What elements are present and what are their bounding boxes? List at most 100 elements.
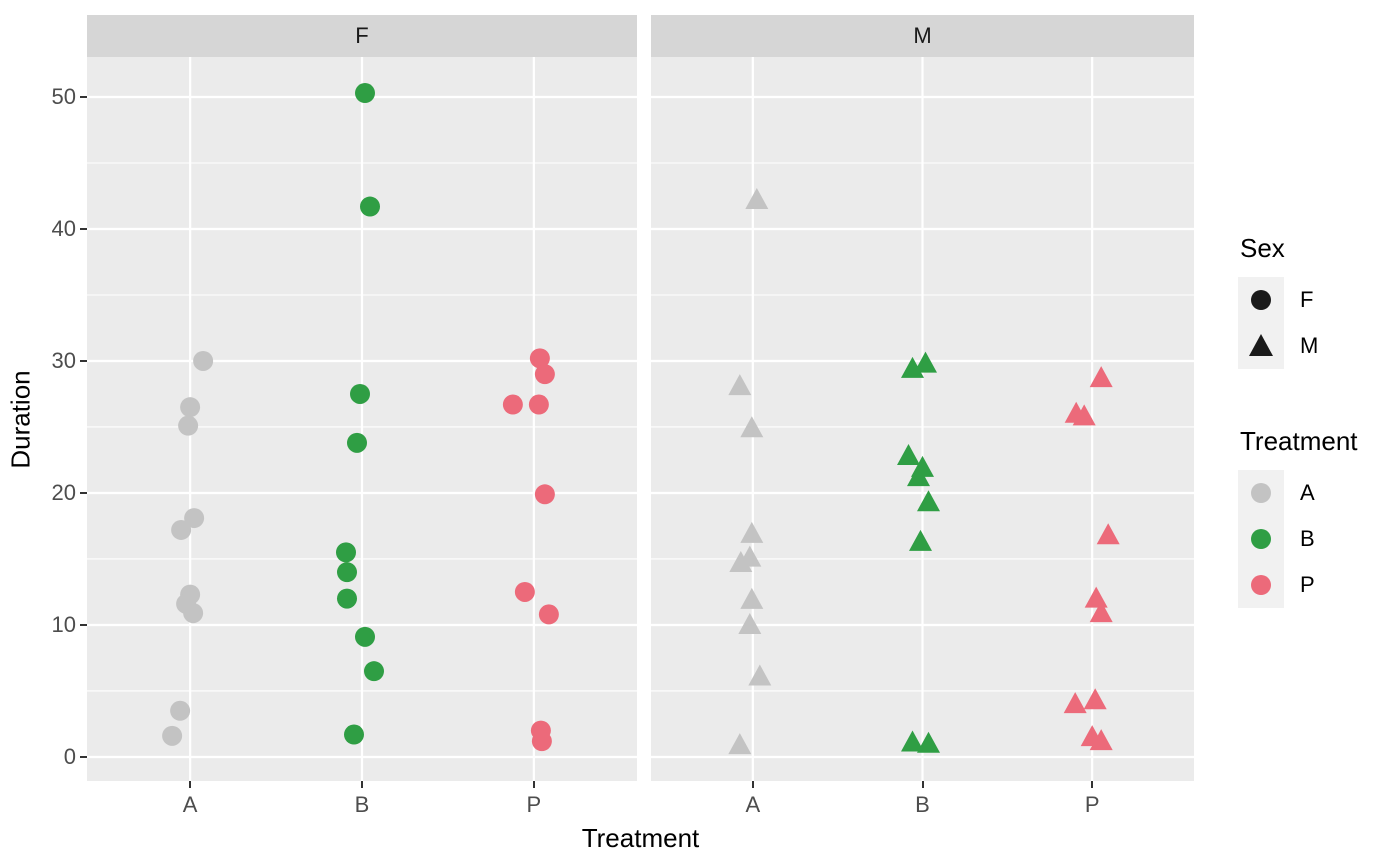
facet-label-m: M — [913, 23, 932, 48]
data-point-circle — [347, 432, 367, 453]
data-point-triangle — [907, 465, 930, 487]
y-tick-label: 0 — [63, 743, 76, 769]
legend-title: Sex — [1240, 233, 1285, 263]
x-tick-label: B — [354, 792, 370, 817]
x-tick-mark — [1091, 781, 1094, 788]
data-point-triangle — [901, 356, 924, 378]
panel-facet-f — [87, 57, 637, 781]
x-tick-label: P — [526, 792, 542, 817]
legend-circle-icon — [1251, 529, 1271, 549]
data-point-circle — [337, 588, 357, 609]
data-point-circle — [360, 196, 380, 217]
panel-svg — [87, 57, 637, 781]
data-point-triangle — [740, 521, 764, 543]
data-point-triangle — [738, 612, 762, 634]
legend-key-label: P — [1300, 572, 1315, 597]
data-point-triangle — [917, 490, 940, 512]
legend-triangle-icon — [1249, 334, 1273, 356]
data-point-circle — [337, 562, 357, 583]
y-tick-label: 10 — [51, 611, 76, 637]
data-point-triangle — [1089, 601, 1113, 623]
data-point-triangle — [729, 550, 753, 572]
x-tick-mark — [532, 781, 535, 788]
x-tick-label: A — [182, 792, 198, 817]
legend-group-sex: Sex F M — [1238, 233, 1358, 369]
legend-group-treatment: Treatment A B P — [1238, 426, 1358, 608]
data-point-circle — [355, 626, 375, 647]
data-point-triangle — [1084, 586, 1108, 608]
legend-circle-icon — [1251, 290, 1271, 310]
panel-facet-m — [651, 57, 1194, 781]
data-point-triangle — [745, 187, 769, 209]
y-tick-label: 40 — [51, 215, 76, 241]
legend-key-swatch — [1238, 562, 1284, 608]
legend-key-swatch — [1238, 277, 1284, 323]
legend: Sex F M Treatment A B P — [1238, 233, 1358, 608]
data-point-triangle — [1096, 523, 1120, 545]
y-tick-mark — [80, 623, 87, 626]
x-axis-title: Treatment — [581, 823, 700, 853]
data-point-triangle — [728, 733, 752, 755]
y-tick-label: 30 — [51, 347, 76, 373]
legend-circle-icon — [1251, 483, 1271, 503]
legend-key-row: P — [1238, 562, 1358, 608]
data-point-circle — [344, 724, 364, 745]
facet-strip-m: M — [651, 15, 1194, 57]
x-tick-label: B — [915, 792, 930, 817]
data-point-circle — [534, 364, 555, 385]
y-tick-label: 50 — [51, 83, 76, 109]
x-tick-label: A — [745, 792, 761, 817]
x-tick-mark — [189, 781, 192, 788]
data-point-circle — [529, 348, 550, 369]
legend-key-row: F — [1238, 277, 1358, 323]
data-point-triangle — [1063, 692, 1087, 714]
data-point-triangle — [1089, 729, 1113, 751]
x-tick-mark — [921, 781, 924, 788]
data-point-circle — [531, 731, 552, 752]
data-point-circle — [538, 604, 559, 625]
facet-label-f: F — [355, 23, 369, 48]
legend-key-label: A — [1300, 480, 1315, 505]
legend-key-label: F — [1300, 287, 1314, 312]
data-point-circle — [171, 519, 192, 540]
facet-strip-f: F — [87, 15, 637, 57]
data-point-circle — [336, 542, 356, 563]
data-point-circle — [350, 383, 370, 404]
legend-key-label: B — [1300, 526, 1315, 551]
legend-key-swatch — [1238, 516, 1284, 562]
data-point-circle — [364, 661, 384, 682]
legend-key-row: M — [1238, 323, 1358, 369]
data-point-circle — [184, 508, 205, 529]
data-point-triangle — [901, 730, 924, 752]
y-tick-mark — [80, 95, 87, 98]
legend-key-row: A — [1238, 470, 1358, 516]
data-point-triangle — [897, 444, 920, 466]
legend-key-swatch — [1238, 470, 1284, 516]
legend-circle-icon — [1251, 575, 1271, 595]
legend-key-swatch — [1238, 323, 1284, 369]
data-point-circle — [162, 725, 183, 746]
data-point-triangle — [917, 731, 940, 753]
data-point-circle — [514, 581, 535, 602]
y-tick-mark — [80, 755, 87, 758]
y-tick-label: 20 — [51, 479, 76, 505]
x-tick-mark — [361, 781, 363, 788]
data-point-circle — [178, 415, 199, 436]
x-tick-label: P — [1084, 792, 1100, 817]
data-point-circle — [180, 397, 201, 418]
data-point-triangle — [740, 416, 764, 438]
x-tick-mark — [751, 781, 754, 788]
y-tick-mark — [80, 359, 87, 362]
panel-svg — [651, 57, 1194, 781]
data-point-triangle — [748, 664, 772, 686]
data-point-circle — [528, 394, 549, 415]
data-point-circle — [170, 700, 191, 721]
y-axis-title: Duration — [5, 370, 36, 469]
data-point-circle — [183, 603, 204, 624]
data-point-triangle — [909, 529, 932, 551]
data-point-triangle — [1072, 404, 1096, 426]
y-tick-mark — [80, 227, 87, 230]
data-point-triangle — [1089, 366, 1113, 388]
legend-key-row: B — [1238, 516, 1358, 562]
